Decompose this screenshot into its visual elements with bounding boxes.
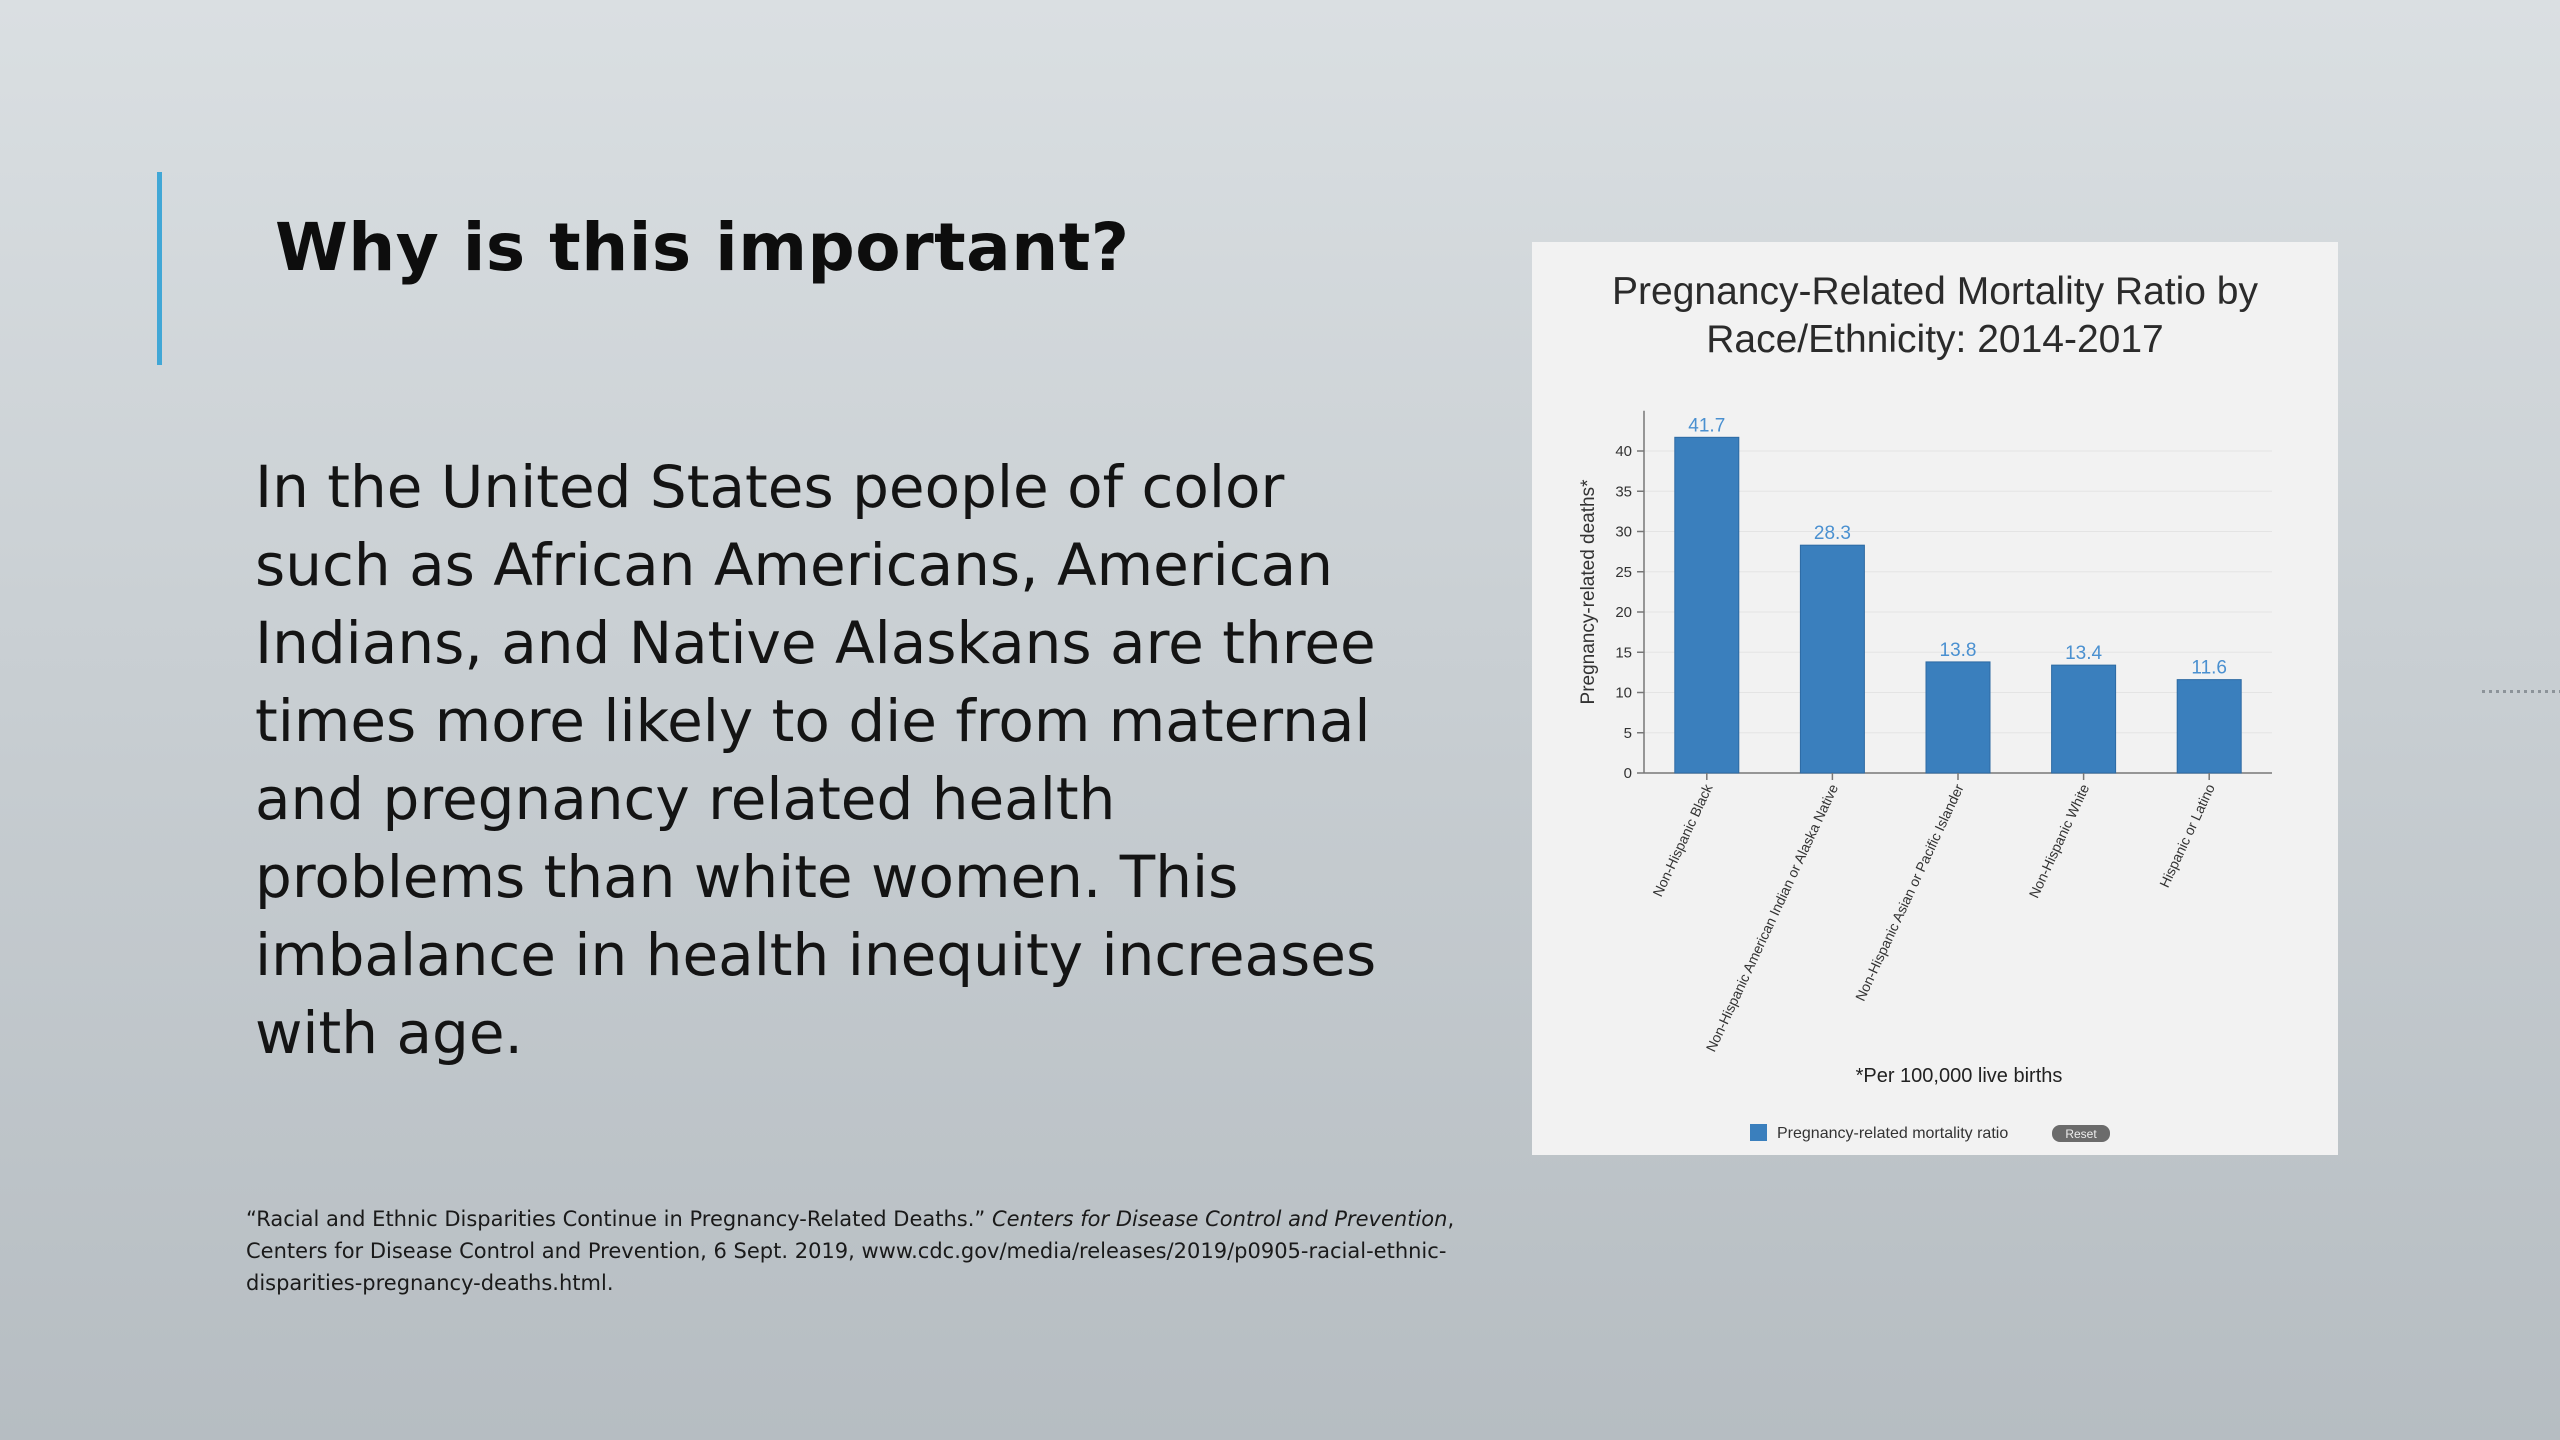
- x-category-label: Non-Hispanic Black: [1649, 781, 1716, 899]
- slide-title: Why is this important?: [275, 209, 1130, 286]
- citation-source: Centers for Disease Control and Preventi…: [991, 1207, 1448, 1231]
- bar-chart: 0 5 10 15 20 25 30 35 40 Pregnancy-related deaths…: [1578, 410, 2272, 1142]
- bar: [1674, 436, 1740, 774]
- bar-value-label: 28.3: [1814, 523, 1851, 544]
- bar-value-label: 11.6: [2191, 658, 2227, 679]
- y-tick-label: 10: [1615, 685, 1632, 702]
- y-tick-label: 40: [1615, 443, 1632, 460]
- citation-text-end: , Centers for Disease Control and Preven…: [246, 1207, 1455, 1295]
- reset-button[interactable]: [2052, 1125, 2110, 1142]
- chart-title-line-2: Race/Ethnicity: 2014-2017: [1706, 318, 2164, 361]
- reset-button-label[interactable]: Reset: [2065, 1127, 2097, 1141]
- title-accent-bar: [157, 172, 162, 365]
- slide-body-text: In the United States people of color suc…: [255, 453, 1377, 1067]
- edge-artifact: [2482, 690, 2560, 693]
- legend-label: Pregnancy-related mortality ratio: [1777, 1125, 2008, 1142]
- y-tick-label: 0: [1624, 765, 1632, 782]
- y-tick-label: 25: [1615, 564, 1632, 581]
- x-category-label: Non-Hispanic Asian or Pacific Islander: [1852, 781, 1967, 1003]
- bar-value-label: 41.7: [1688, 415, 1725, 436]
- bar: [1925, 661, 1991, 774]
- citation-text-start: “Racial and Ethnic Disparities Continue …: [246, 1207, 992, 1231]
- chart-footnote: *Per 100,000 live births: [1856, 1065, 2063, 1087]
- chart-title-line-1: Pregnancy-Related Mortality Ratio by: [1612, 270, 2258, 313]
- bar: [1799, 544, 1865, 774]
- chart-panel: Pregnancy-Related Mortality Ratio by Rac…: [1532, 242, 2338, 1155]
- y-axis-label: Pregnancy-related deaths*: [1578, 479, 1599, 705]
- x-category-label: Non-Hispanic American Indian or Alaska N…: [1703, 781, 1842, 1054]
- bar: [2051, 664, 2117, 774]
- bar-value-label: 13.4: [2065, 643, 2102, 664]
- chart-title: Pregnancy-Related Mortality Ratio by Rac…: [1532, 268, 2338, 364]
- legend-swatch: [1750, 1124, 1767, 1141]
- citation: “Racial and Ethnic Disparities Continue …: [246, 1203, 1496, 1299]
- y-tick-label: 20: [1615, 604, 1632, 621]
- bar: [2176, 679, 2242, 774]
- x-category-label: Non-Hispanic White: [2026, 781, 2093, 900]
- y-tick-label: 30: [1615, 524, 1632, 541]
- y-tick-label: 15: [1615, 644, 1632, 661]
- y-tick-label: 35: [1615, 483, 1632, 500]
- y-tick-label: 5: [1624, 725, 1632, 742]
- x-category-label: Hispanic or Latino: [2156, 781, 2218, 890]
- bar-value-label: 13.8: [1940, 640, 1977, 661]
